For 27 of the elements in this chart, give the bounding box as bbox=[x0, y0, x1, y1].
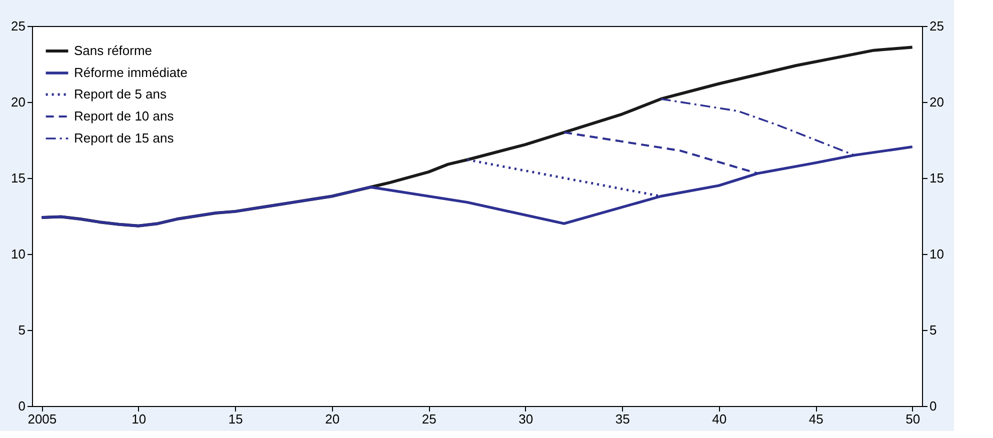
y2-tick-label: 25 bbox=[930, 18, 944, 34]
y2-tick-label: 10 bbox=[930, 246, 944, 262]
x-tick-label: 25 bbox=[422, 412, 436, 426]
legend-label: Report de 5 ans bbox=[74, 86, 168, 102]
y2-tick-label: 5 bbox=[930, 322, 937, 338]
x-tick-label: 30 bbox=[518, 412, 534, 426]
x-tick-label: 2005 bbox=[28, 412, 57, 426]
y-tick-label: 10 bbox=[11, 246, 26, 262]
x-tick-label: 15 bbox=[228, 412, 243, 426]
legend-label: Report de 15 ans bbox=[74, 130, 174, 146]
y-tick-label: 5 bbox=[18, 322, 26, 338]
y2-tick-label: 0 bbox=[930, 398, 937, 414]
legend-label: Sans réforme bbox=[74, 43, 152, 58]
x-tick-label: 10 bbox=[132, 412, 146, 426]
x-tick-label: 50 bbox=[906, 412, 920, 426]
x-tick-label: 40 bbox=[712, 412, 727, 426]
y-tick-label: 20 bbox=[11, 94, 26, 110]
legend-label: Report de 10 ans bbox=[74, 108, 174, 124]
y-tick-label: 15 bbox=[11, 170, 26, 186]
x-tick-label: 20 bbox=[325, 412, 340, 426]
y2-tick-label: 15 bbox=[930, 170, 944, 186]
y-tick-label: 25 bbox=[11, 18, 26, 34]
y2-tick-label: 20 bbox=[930, 94, 944, 110]
y-tick-label: 0 bbox=[18, 398, 26, 414]
x-tick-label: 35 bbox=[615, 412, 630, 426]
legend-label: Réforme immédiate bbox=[74, 65, 188, 80]
x-tick-label: 45 bbox=[808, 412, 824, 426]
